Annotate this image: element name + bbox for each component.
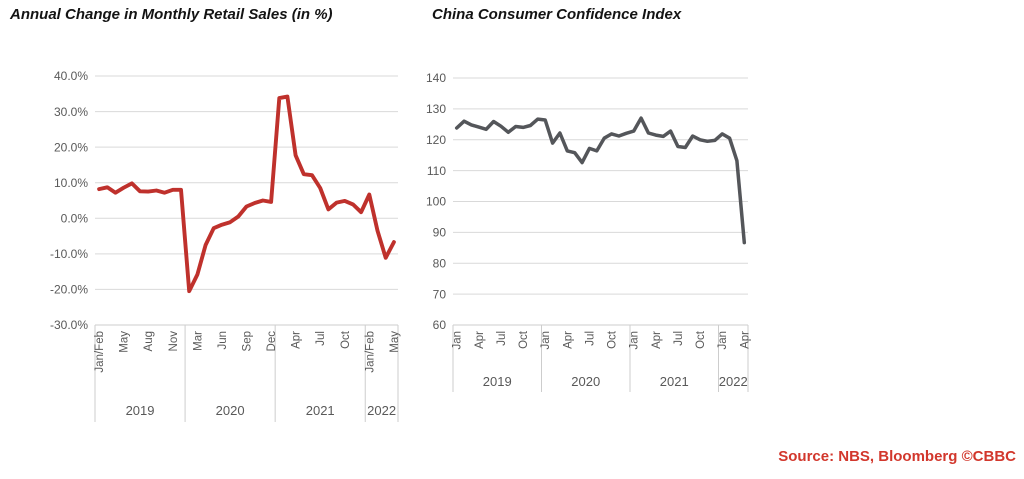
retail-chart-title: Annual Change in Monthly Retail Sales (i… (10, 6, 333, 23)
year-label: 2019 (483, 374, 512, 389)
x-axis-tick-label: Oct (695, 330, 707, 349)
retail-data-line (97, 94, 396, 294)
y-axis-tick-label: 100 (426, 195, 446, 209)
x-axis-tick-label: Jul (584, 331, 596, 346)
y-axis-tick-label: -20.0% (50, 283, 88, 297)
y-axis-tick-label: 30.0% (54, 105, 88, 119)
x-axis-tick-label: Jan (717, 331, 729, 350)
year-label: 2020 (571, 374, 600, 389)
y-axis-tick-label: 90 (433, 226, 447, 240)
year-label: 2022 (367, 403, 396, 418)
x-axis-tick-label: Jan (540, 331, 552, 350)
x-axis-tick-label: Jul (496, 331, 508, 346)
y-axis-tick-label: 110 (427, 164, 446, 178)
x-axis-tick-label: Jan (629, 331, 641, 350)
x-axis-tick-label: Apr (474, 331, 486, 349)
y-axis-tick-label: 20.0% (54, 140, 88, 154)
x-axis-tick-label: Oct (518, 330, 530, 349)
year-label: 2019 (126, 403, 155, 418)
x-axis-tick-label: Mar (192, 331, 204, 351)
source-note: Source: NBS, Bloomberg ©CBBC (778, 448, 1016, 465)
x-axis-tick-label: Dec (266, 331, 278, 352)
x-axis-tick-label: May (389, 331, 401, 353)
y-axis-tick-label: 40.0% (54, 69, 88, 83)
x-axis-tick-label: Jun (217, 331, 229, 350)
y-axis-tick-label: 10.0% (54, 176, 88, 190)
x-axis-tick-label: Apr (291, 331, 303, 349)
cci-data-line (454, 116, 747, 245)
retail-chart: 40.0% 30.0% 20.0% 10.0% 0.0% -10.0% -20.0% -30.… (50, 69, 401, 422)
x-axis-tick-label: Aug (143, 331, 155, 351)
y-axis-tick-label: 0.0% (61, 211, 89, 225)
cci-chart: 140 130 120 110 100 90 80 70 60 2019 2020 2021 2022 J… (426, 71, 751, 392)
year-label: 2021 (306, 403, 335, 418)
year-label: 2020 (216, 403, 245, 418)
x-axis-tick-label: Jan/Feb (94, 331, 106, 373)
y-axis-tick-label: 140 (426, 71, 446, 85)
y-axis-tick-label: 60 (433, 318, 447, 332)
x-axis-tick-label: Apr (651, 331, 663, 349)
x-axis-tick-label: May (119, 331, 131, 353)
x-axis-tick-label: Jan (452, 331, 464, 350)
x-axis-tick-label: Jan/Feb (364, 331, 376, 373)
y-axis-tick-label: 80 (433, 256, 447, 270)
x-axis-tick-label: Oct (340, 330, 352, 349)
x-axis-tick-label: Apr (562, 331, 574, 349)
x-axis-tick-label: Oct (607, 330, 619, 349)
x-axis-tick-label: Sep (242, 331, 254, 351)
y-axis-tick-label: -30.0% (50, 318, 88, 332)
x-axis-tick-label: Jul (315, 331, 327, 346)
y-axis-tick-label: -10.0% (50, 247, 88, 261)
year-label: 2022 (719, 374, 748, 389)
y-axis-tick-label: 120 (426, 133, 446, 147)
cci-chart-title: China Consumer Confidence Index (432, 6, 682, 23)
x-axis-tick-label: Nov (168, 331, 180, 352)
year-label: 2021 (660, 374, 689, 389)
x-axis-tick-label: Jul (673, 331, 685, 346)
y-axis-tick-label: 70 (433, 287, 447, 301)
y-axis-tick-label: 130 (426, 102, 446, 116)
x-axis-tick-label: Apr (739, 331, 751, 349)
